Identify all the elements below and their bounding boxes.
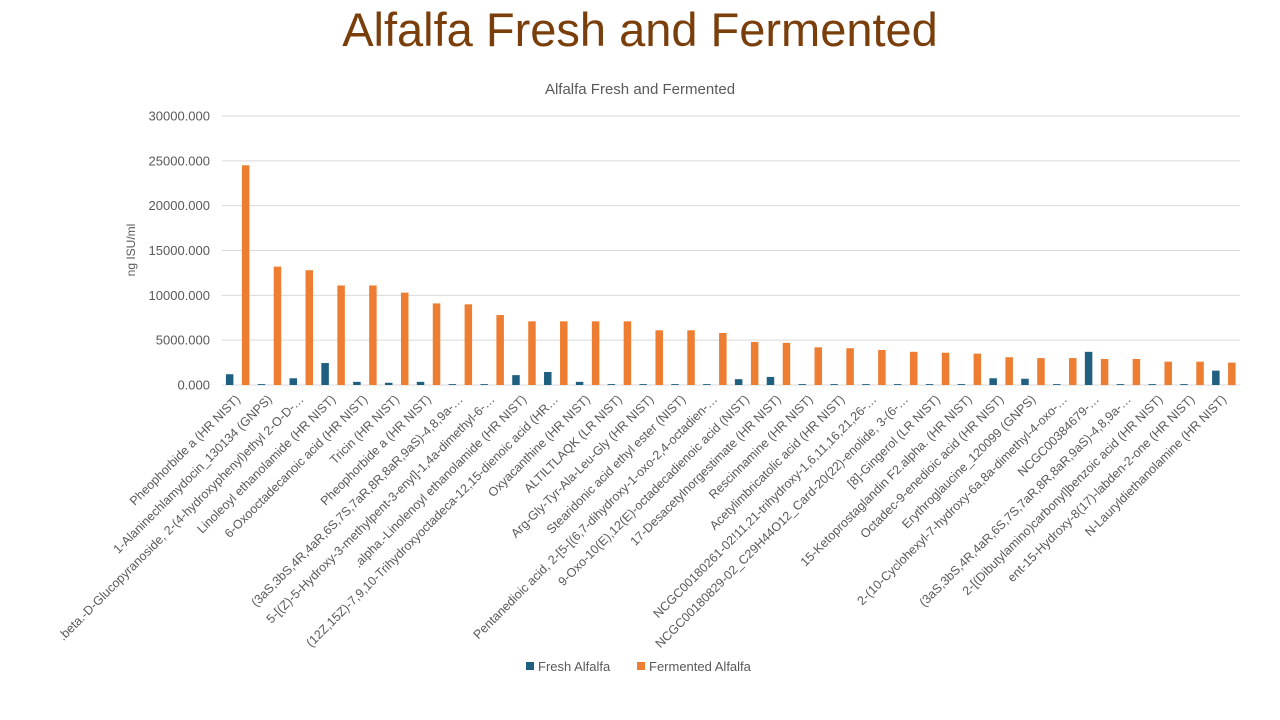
bar-fresh [544,371,552,385]
y-axis-ticks: 0.000 5000.000 10000.000 15000.000 20000.000… [149,109,210,393]
bar-fresh [639,384,647,385]
bar-fresh [321,363,329,385]
legend-swatch-fresh [526,662,534,670]
legend-label-fresh: Fresh Alfalfa [538,659,611,674]
bar-fresh [703,384,711,385]
bar-fermented [496,315,504,385]
bar-fresh [575,381,584,385]
bar-fresh [1180,384,1188,385]
y-tick-label: 20000.000 [149,198,210,213]
bar-fresh [925,384,934,385]
bar-fresh [289,378,298,385]
bar-fermented [814,347,823,385]
x-tick-label: .beta.-D-Glucopyranoside, 2-(4-hydroxyph… [56,392,307,643]
x-axis-ticks: Pheophorbide a (HR NIST)1-Alaninechlamyd… [56,392,1230,651]
chart-title: Alfalfa Fresh and Fermented [545,81,735,98]
bar-fresh [1053,384,1061,385]
bar-fresh [1212,370,1220,385]
y-tick-label: 30000.000 [149,109,210,124]
bar-fermented [973,353,982,385]
bar-fresh [862,384,870,385]
bar-fermented [528,321,536,385]
bar-fermented [719,332,727,385]
bar-fermented [846,348,854,385]
bar-fresh [1148,384,1156,385]
bar-fermented [337,285,345,385]
bar-fermented [369,285,377,385]
bar-fresh [448,384,457,385]
slide-title: Alfalfa Fresh and Fermented [342,3,938,56]
bar-fresh [1021,378,1029,385]
bar-fermented [1069,358,1077,385]
y-tick-label: 0.000 [177,378,210,393]
bar-fresh [384,382,393,385]
bar-fermented [241,165,250,385]
bar-fresh [225,374,234,385]
bar-fermented [432,303,441,385]
bar-fresh [957,384,966,385]
bar-fermented [560,321,568,385]
bar-fermented [750,341,759,385]
bar-fresh [353,381,361,385]
bar-fermented [1228,362,1236,385]
bar-fresh [1084,351,1093,385]
bar-fermented [782,342,791,385]
legend: Fresh Alfalfa Fermented Alfalfa [526,659,752,674]
bar-fermented [623,321,632,385]
bar-fermented [591,321,600,385]
bar-fresh [766,376,775,385]
legend-label-fermented: Fermented Alfalfa [649,659,752,674]
legend-swatch-fermented [637,662,645,670]
bar-fermented [305,270,314,385]
bar-fermented [1037,358,1045,385]
bar-fermented [1100,358,1109,385]
y-tick-label: 5000.000 [156,333,210,348]
bar-fermented [1132,358,1141,385]
bar-fermented [655,330,663,385]
y-tick-label: 25000.000 [149,153,210,168]
bar-fermented [400,292,409,385]
bar-fermented [273,266,282,385]
bar-fresh [607,384,616,385]
bar-fresh [416,381,425,385]
bar-fresh [798,384,807,385]
y-axis-label: ng ISU/ml [124,224,138,277]
bar-fermented [878,350,886,385]
bar-fresh [671,384,679,385]
bar-fresh [257,384,266,385]
bars [225,165,1236,385]
bar-fresh [893,384,902,385]
y-tick-label: 15000.000 [149,243,210,258]
bar-fermented [1005,357,1013,385]
y-tick-label: 10000.000 [149,288,210,303]
bar-fermented [1196,361,1204,385]
bar-fermented [1164,361,1172,385]
bar-fermented [909,351,918,385]
bar-fermented [941,352,950,385]
bar-fresh [512,375,520,385]
bar-fermented [464,304,473,385]
bar-fresh [734,379,743,385]
bar-fresh [480,384,488,385]
bar-fermented [687,330,695,385]
bar-fresh [830,384,838,385]
bar-fresh [989,378,997,385]
bar-fresh [1116,384,1125,385]
